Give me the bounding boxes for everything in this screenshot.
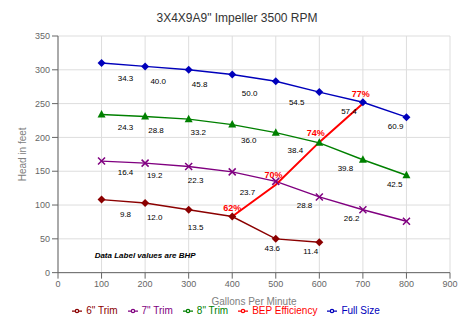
svg-text:22.3: 22.3 (188, 176, 204, 185)
svg-text:0: 0 (45, 268, 50, 278)
html-text:8" Trim: 8" Trim (196, 304, 229, 316)
svg-text:300: 300 (181, 279, 196, 289)
svg-text:100: 100 (94, 279, 109, 289)
svg-text:350: 350 (35, 31, 50, 41)
svg-text:38.4: 38.4 (288, 146, 304, 155)
svg-text:36.0: 36.0 (241, 136, 257, 145)
svg-text:0: 0 (55, 279, 60, 289)
svg-text:12.0: 12.0 (147, 213, 163, 222)
svg-text:200: 200 (35, 133, 50, 143)
html-text:7" Trim: 7" Trim (141, 304, 173, 316)
svg-text:54.5: 54.5 (289, 98, 305, 107)
svg-text:57.4: 57.4 (341, 107, 357, 116)
svg-text:50: 50 (40, 234, 50, 244)
svg-text:33.2: 33.2 (190, 128, 206, 137)
svg-text:77%: 77% (352, 89, 370, 99)
svg-text:45.8: 45.8 (192, 80, 208, 89)
svg-text:60.9: 60.9 (388, 122, 404, 131)
svg-text:74%: 74% (307, 128, 325, 138)
svg-text:200: 200 (138, 279, 153, 289)
svg-text:24.3: 24.3 (118, 123, 134, 132)
svg-text:500: 500 (268, 279, 283, 289)
svg-text:300: 300 (35, 65, 50, 75)
svg-text:400: 400 (225, 279, 240, 289)
svg-text:39.8: 39.8 (338, 164, 354, 173)
html-text:6" Trim: 6" Trim (86, 304, 118, 316)
svg-text:250: 250 (35, 99, 50, 109)
svg-text:11.4: 11.4 (303, 247, 319, 256)
svg-text:100: 100 (35, 200, 50, 210)
svg-text:900: 900 (442, 279, 457, 289)
svg-text:70%: 70% (264, 170, 283, 181)
svg-text:19.2: 19.2 (147, 171, 163, 180)
svg-text:28.8: 28.8 (148, 126, 164, 135)
svg-text:Data Label values are BHP: Data Label values are BHP (95, 251, 197, 260)
svg-text:Head in feet: Head in feet (17, 127, 28, 181)
svg-text:42.5: 42.5 (387, 180, 403, 189)
svg-text:800: 800 (399, 279, 414, 289)
html-text:3X4X9A9" Impeller 3500 RPM: 3X4X9A9" Impeller 3500 RPM (156, 11, 318, 25)
svg-text:13.5: 13.5 (188, 223, 204, 232)
svg-text:62%: 62% (223, 203, 241, 213)
svg-text:26.2: 26.2 (344, 214, 360, 223)
svg-text:40.0: 40.0 (150, 77, 166, 86)
svg-text:16.4: 16.4 (118, 168, 134, 177)
svg-text:34.3: 34.3 (118, 74, 134, 83)
svg-text:Gallons Per Minute: Gallons Per Minute (211, 296, 296, 307)
svg-text:9.8: 9.8 (120, 210, 132, 219)
svg-text:23.7: 23.7 (240, 188, 256, 197)
html-text:BEP Efficiency: BEP Efficiency (252, 304, 318, 316)
svg-text:28.8: 28.8 (297, 201, 313, 210)
svg-text:43.6: 43.6 (265, 244, 281, 253)
svg-text:150: 150 (35, 166, 50, 176)
svg-text:600: 600 (312, 279, 327, 289)
html-text:Full Size: Full Size (341, 304, 380, 316)
svg-text:700: 700 (355, 279, 370, 289)
svg-text:50.0: 50.0 (242, 89, 258, 98)
